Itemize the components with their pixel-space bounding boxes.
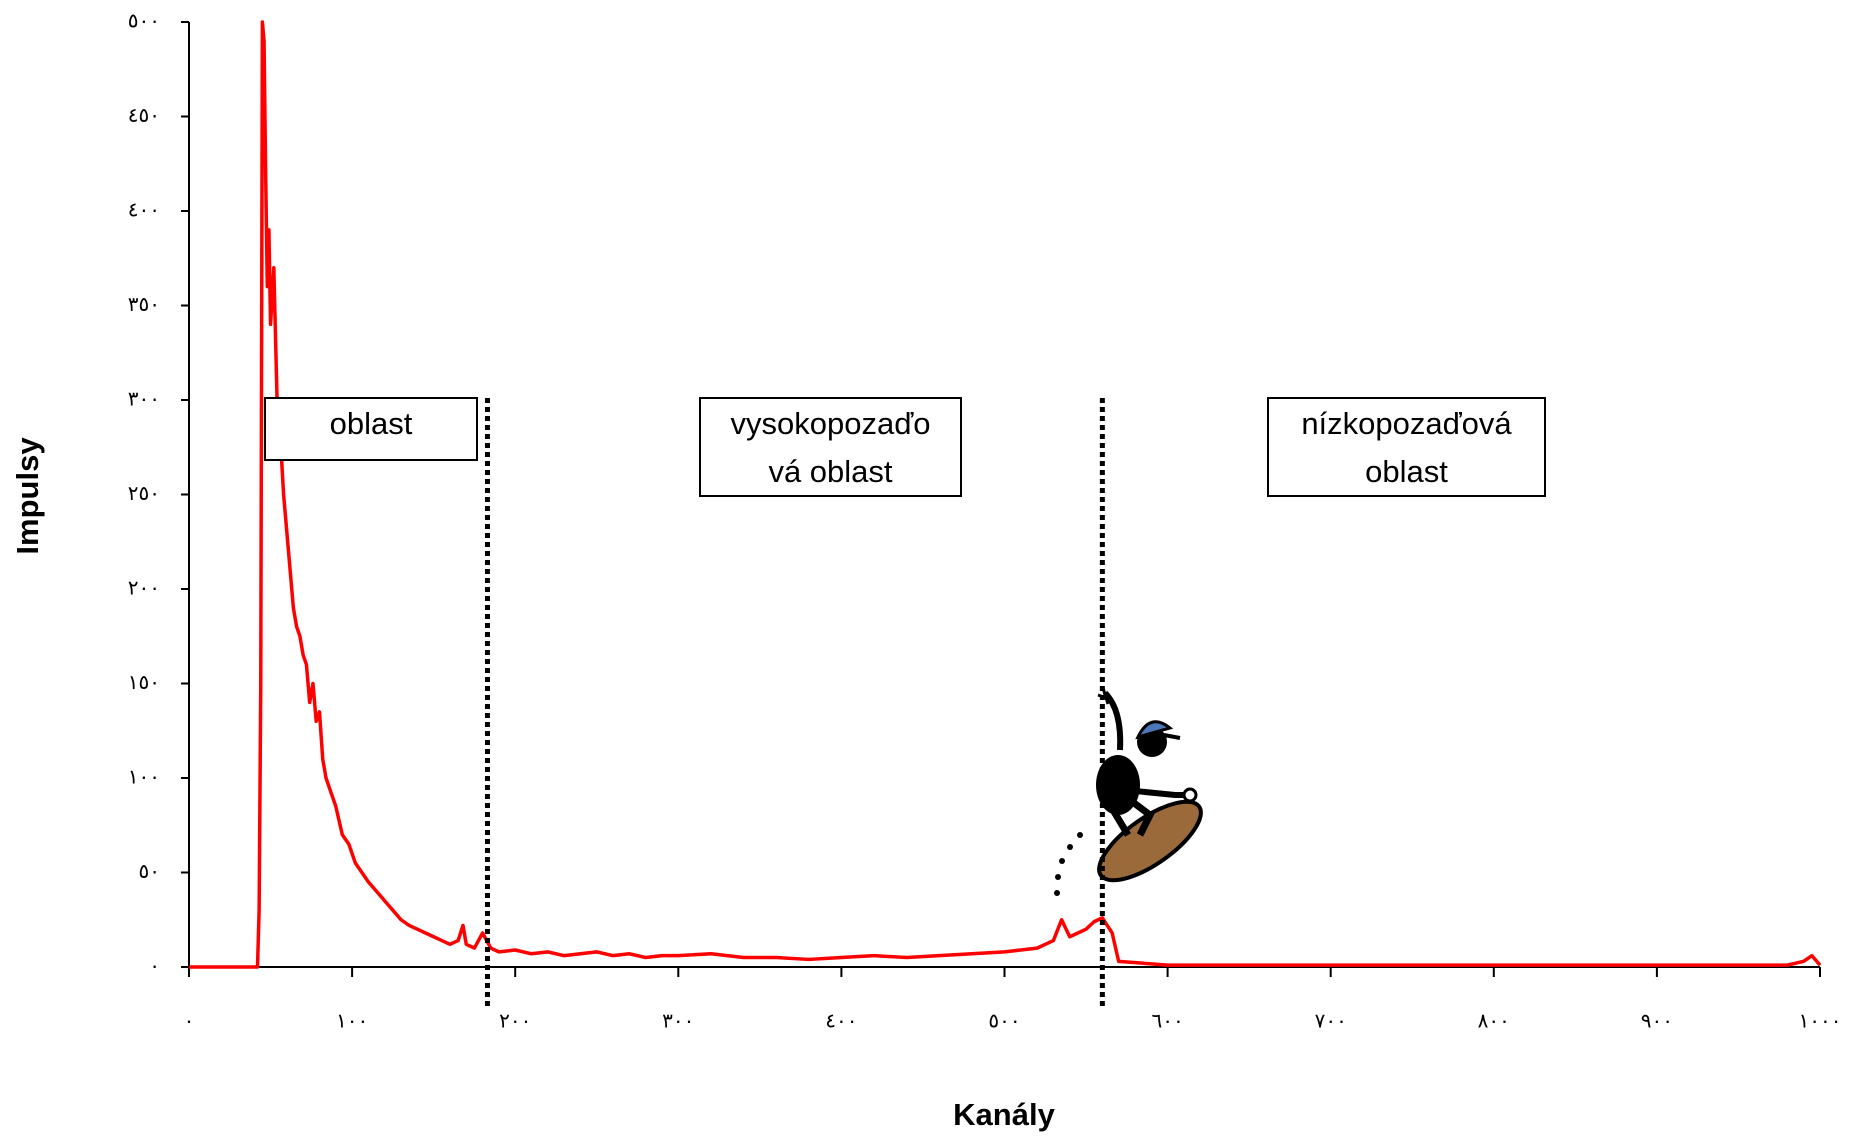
x-tick-label: ١٠٠٠ <box>1799 1009 1842 1033</box>
y-tick-label: ٤٥٠ <box>128 103 160 127</box>
x-tick-label: ٦٠٠ <box>1151 1009 1183 1033</box>
x-axis-title: Kanály <box>953 1097 1055 1132</box>
annotation-box <box>264 397 478 461</box>
y-tick-label: ٥٠٠ <box>128 9 160 33</box>
y-tick-label: ٣٠٠ <box>128 387 160 411</box>
x-tick-label: ٢٠٠ <box>499 1009 531 1033</box>
x-tick-label: ٧٠٠ <box>1315 1009 1347 1033</box>
annotation-text: vá oblast <box>768 454 892 489</box>
x-tick-label: ٨٠٠ <box>1478 1009 1510 1033</box>
y-tick-label: ٢٥٠ <box>128 481 160 505</box>
x-tick-label: ٤٠٠ <box>825 1009 857 1033</box>
annotation-text: oblast <box>330 406 413 441</box>
annotation-text: oblast <box>1365 454 1448 489</box>
annotation-text: vysokopozaďo <box>730 406 930 441</box>
y-tick-label: ١٥٠ <box>128 670 160 694</box>
x-tick-label: ١٠٠ <box>336 1009 368 1033</box>
annotation-text: nízkopozaďová <box>1301 406 1512 441</box>
surfer-clipart <box>1054 687 1203 896</box>
x-tick-label: ٥٠٠ <box>988 1009 1020 1033</box>
x-tick-label: ٣٠٠ <box>662 1009 694 1033</box>
x-tick-label: ٩٠٠ <box>1641 1009 1673 1033</box>
y-tick-label: ٣٥٠ <box>128 292 160 316</box>
annotation-box <box>699 397 962 497</box>
y-tick-label: ١٠٠ <box>128 765 160 789</box>
x-tick-label: ٠ <box>184 1009 195 1033</box>
y-tick-label: ٥٠ <box>139 859 160 883</box>
annotation-box <box>1267 397 1546 497</box>
spectrum-line <box>189 20 1822 969</box>
y-tick-label: ٠ <box>149 954 160 978</box>
y-tick-label: ٤٠٠ <box>128 198 160 222</box>
y-axis-title: Impulsy <box>10 437 45 555</box>
y-tick-label: ٢٠٠ <box>128 576 160 600</box>
